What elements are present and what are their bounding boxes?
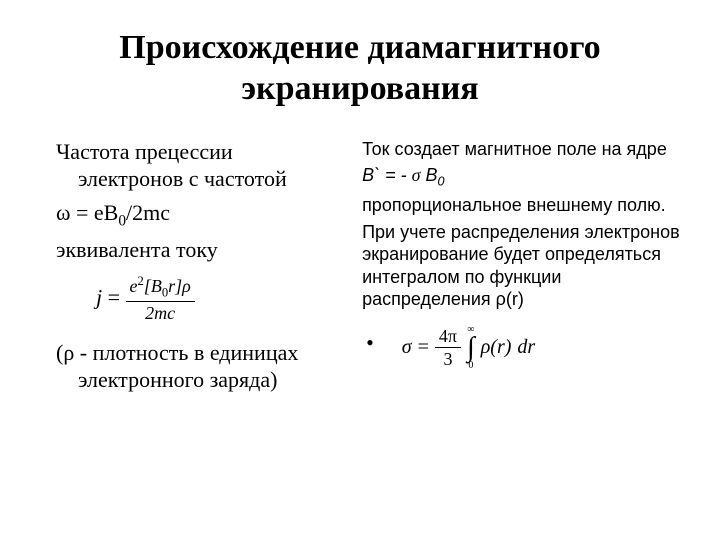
eq-j: j = e2[B0r]ρ 2mc (96, 274, 338, 325)
right-r1: Ток создает магнитное поле на ядре (362, 138, 680, 161)
left-p2: эквивалента току (40, 236, 338, 264)
sigma-row: • σ = 4π 3 ∞ ∫ 0 ρ(r) dr (362, 315, 680, 371)
sigma-dr: dr (517, 335, 535, 360)
j-den: 2mc (126, 302, 195, 325)
right-r2: B` = - σ B0 (362, 164, 680, 190)
slide-title: Происхождение диамагнитного экранировани… (40, 28, 680, 110)
sigma-rho: ρ(r) (481, 335, 512, 360)
bullet-icon: • (362, 329, 374, 357)
eq-omega: ω = eB0/2mc (40, 199, 338, 231)
j-num-b: [B (144, 276, 162, 296)
int-bot: 0 (468, 361, 473, 371)
j-num-a: e (130, 276, 138, 296)
r2-sub: 0 (437, 175, 444, 189)
integral-icon: ∞ ∫ 0 (467, 325, 475, 370)
eq-omega-post: /2mc (126, 200, 170, 225)
sigma-num: 4π (435, 325, 461, 349)
left-column: Частота прецессии электронов с частотой … (40, 138, 338, 400)
content-columns: Частота прецессии электронов с частотой … (40, 138, 680, 400)
sigma-lhs: σ (402, 335, 412, 360)
r2-post: B (420, 165, 437, 185)
left-p1: Частота прецессии электронов с частотой (40, 138, 338, 193)
right-column: Ток создает магнитное поле на ядре B` = … (362, 138, 680, 400)
r2-pre: B` = - (362, 165, 412, 185)
sigma-frac: 4π 3 (435, 325, 461, 371)
eq-omega-pre: ω = eB (56, 200, 118, 225)
j-num-c: r]ρ (168, 276, 191, 296)
eq-omega-sub: 0 (118, 212, 126, 229)
right-r4: При учете распределения электронов экран… (362, 221, 680, 311)
eq-j-frac: e2[B0r]ρ 2mc (126, 274, 195, 325)
sigma-den: 3 (435, 348, 461, 371)
eq-j-eq: = (102, 284, 125, 309)
left-p3: (ρ - плотность в единицах электронного з… (40, 339, 338, 394)
right-r3: пропорциональное внешнему полю. (362, 194, 680, 217)
int-sym: ∫ (467, 335, 475, 360)
eq-sigma: σ = 4π 3 ∞ ∫ 0 ρ(r) dr (402, 325, 535, 371)
sigma-eq: = (418, 335, 429, 360)
